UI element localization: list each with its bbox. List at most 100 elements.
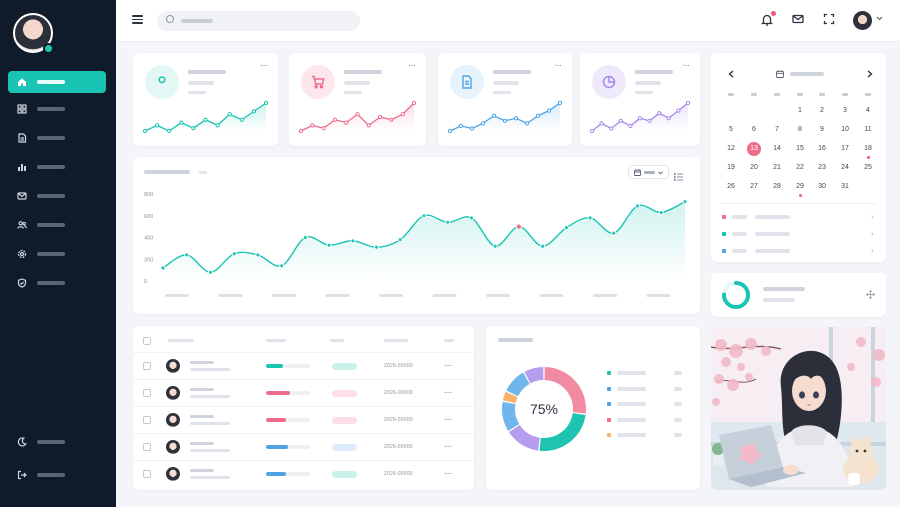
move-icon[interactable] [866,290,875,299]
data-point[interactable] [374,244,379,250]
data-point[interactable] [587,215,593,221]
select-all-checkbox[interactable] [143,337,151,345]
calendar-day[interactable]: 31 [841,183,849,190]
date-range-select[interactable] [628,165,669,179]
chevron-down-icon[interactable] [876,14,883,23]
calendar-day[interactable]: 17 [841,145,849,152]
sidebar-item-home[interactable] [8,71,106,93]
more-options-icon[interactable]: ··· [408,60,416,71]
donut-segment[interactable] [508,424,540,451]
calendar-day[interactable]: 9 [820,126,824,133]
data-point[interactable] [255,252,261,258]
donut-segment[interactable] [524,367,544,384]
more-options-icon[interactable]: ··· [444,360,452,371]
chevron-right-icon[interactable] [867,70,873,78]
data-point[interactable] [160,265,166,271]
chevron-right-icon[interactable]: › [871,212,874,221]
data-point[interactable] [302,235,308,240]
data-point[interactable] [682,199,688,205]
calendar-day[interactable]: 7 [775,126,779,133]
sidebar-item-dark-mode[interactable] [8,431,106,453]
sidebar-item-mail[interactable] [8,185,106,207]
data-point[interactable] [563,225,569,231]
more-options-icon[interactable]: ··· [444,387,452,398]
data-point[interactable] [635,203,640,209]
more-options-icon[interactable]: ··· [554,60,562,71]
more-options-icon[interactable]: ··· [444,468,452,479]
data-point[interactable] [611,230,617,236]
list-view-icon[interactable] [673,168,683,186]
calendar-day[interactable]: 14 [773,145,781,152]
sidebar-item-analytics[interactable] [8,156,106,178]
row-checkbox[interactable] [143,470,151,478]
mail-icon[interactable] [791,13,805,27]
data-point[interactable] [397,237,403,243]
data-point[interactable] [184,252,190,258]
search-input[interactable] [157,11,360,31]
data-point[interactable] [540,243,546,249]
calendar-day[interactable]: 6 [752,126,756,133]
sidebar-item-users[interactable] [8,214,106,236]
chevron-right-icon[interactable]: › [871,246,874,255]
bell-icon[interactable] [760,13,774,27]
donut-segment[interactable] [539,413,586,451]
chevron-right-icon[interactable]: › [871,229,874,238]
chevron-left-icon[interactable] [728,70,734,78]
more-options-icon[interactable]: ··· [444,441,452,452]
data-point[interactable] [421,213,427,219]
calendar-day[interactable]: 12 [727,145,735,152]
calendar-day[interactable]: 26 [727,183,735,190]
user-avatar[interactable] [853,11,872,30]
highlighted-data-point[interactable] [515,223,522,230]
profile-avatar[interactable] [13,13,54,54]
sidebar-item-logout[interactable] [8,464,106,486]
more-options-icon[interactable]: ··· [260,60,268,71]
sidebar-item-dashboard[interactable] [8,98,106,120]
calendar-day[interactable]: 29 [796,183,804,190]
table-row[interactable]: 2026-00000 ··· [133,379,474,406]
row-checkbox[interactable] [143,416,151,424]
calendar-day[interactable]: 20 [750,164,758,171]
calendar-day[interactable]: 3 [843,107,847,114]
sidebar-item-security[interactable] [8,272,106,294]
calendar-day[interactable]: 15 [796,145,804,152]
more-options-icon[interactable]: ··· [682,60,690,71]
calendar-day[interactable]: 5 [729,126,733,133]
data-point[interactable] [350,238,356,244]
table-row[interactable]: 2026-00000 ··· [133,433,474,460]
calendar-day-today[interactable]: 13 [747,142,761,156]
more-options-icon[interactable]: ··· [444,414,452,425]
calendar-day[interactable]: 21 [773,164,781,171]
data-point[interactable] [658,210,664,215]
fullscreen-icon[interactable] [822,13,836,27]
calendar-day[interactable]: 16 [818,145,826,152]
calendar-day[interactable]: 8 [798,126,802,133]
donut-segment[interactable] [544,367,586,414]
calendar-day[interactable]: 1 [798,107,802,114]
donut-segment[interactable] [506,372,530,397]
data-point[interactable] [492,243,498,249]
calendar-day[interactable]: 18 [864,145,872,152]
data-point[interactable] [208,269,213,275]
table-row[interactable]: 2026-00000 ··· [133,460,474,487]
sidebar-item-documents[interactable] [8,127,106,149]
calendar-day[interactable]: 19 [727,164,735,171]
row-checkbox[interactable] [143,389,151,397]
calendar-day[interactable]: 27 [750,183,758,190]
data-point[interactable] [469,215,474,221]
donut-segment[interactable] [502,401,520,431]
table-row[interactable]: 2026-00000 ··· [133,406,474,433]
row-checkbox[interactable] [143,362,151,370]
calendar-day[interactable]: 22 [796,164,804,171]
donut-segment[interactable] [502,391,518,404]
data-point[interactable] [231,251,237,257]
data-point[interactable] [445,219,451,225]
calendar-day[interactable]: 11 [864,126,872,133]
calendar-day[interactable]: 24 [841,164,849,171]
calendar-day[interactable]: 30 [818,183,826,190]
calendar-day[interactable]: 23 [818,164,826,171]
menu-icon[interactable] [132,15,143,24]
calendar-day[interactable]: 28 [773,183,781,190]
data-point[interactable] [326,242,332,248]
calendar-day[interactable]: 10 [841,126,849,133]
